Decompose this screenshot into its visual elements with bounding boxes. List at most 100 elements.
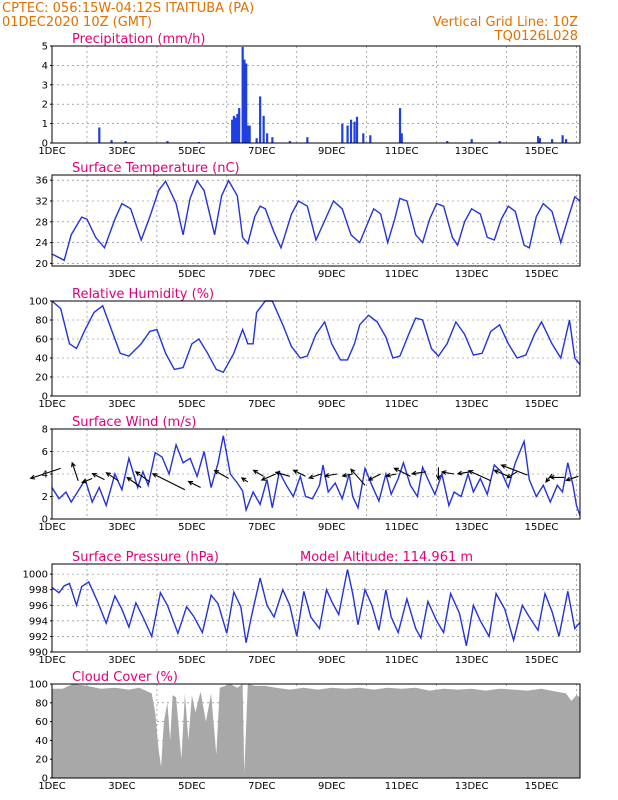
humidity-ytick: 40: [35, 354, 48, 365]
wind-ytick: 0: [42, 515, 48, 526]
cloud-xtick: 7DEC: [248, 781, 275, 792]
humidity-xtick: 11DEC: [385, 399, 419, 410]
pressure-xtick: 11DEC: [385, 655, 419, 666]
temperature-title: Surface Temperature (nC): [72, 161, 240, 176]
pressure-frame: [51, 563, 581, 653]
wind-vector: [545, 473, 553, 484]
cloud-ytick: 100: [29, 680, 48, 691]
precip-title: Precipitation (mm/h): [72, 32, 205, 47]
precip-xtick: 5DEC: [178, 146, 205, 157]
precip-bar: [232, 115, 236, 143]
cloud-ytick: 40: [35, 736, 48, 747]
temperature-xtick: 5DEC: [178, 269, 205, 280]
wind-vector: [456, 470, 470, 476]
pressure-xtick: 7DEC: [248, 655, 275, 666]
precip-bar: [398, 108, 402, 143]
precip-xtick: 13DEC: [455, 146, 489, 157]
temperature-ytick: 24: [35, 238, 48, 249]
pressure-ytick: 990: [29, 648, 48, 659]
wind-xtick: 15DEC: [525, 522, 559, 533]
wind-vector: [549, 474, 565, 480]
pressure-ytick: 1000: [23, 570, 48, 581]
cloud-ytick: 20: [35, 755, 48, 766]
humidity-ytick: 20: [35, 373, 48, 384]
precip-ytick: 3: [42, 80, 48, 91]
wind-vector: [151, 473, 186, 491]
wind-vector: [71, 461, 79, 481]
precip-bar: [255, 138, 258, 143]
precip-xtick: 1DEC: [38, 146, 65, 157]
humidity-xtick: 13DEC: [455, 399, 489, 410]
precip-bar: [400, 133, 403, 143]
wind-vector: [323, 472, 338, 478]
wind-vector: [274, 470, 290, 477]
humidity-xtick: 15DEC: [525, 399, 559, 410]
temperature-ytick: 36: [35, 176, 48, 187]
precip-bar: [362, 133, 365, 143]
pressure-annotation: Model Altitude: 114.961 m: [300, 550, 473, 565]
wind-vector: [393, 467, 411, 477]
temperature-panel: Surface Temperature (nC) 20 24 28 32 36 3DEC 5D…: [35, 161, 581, 280]
humidity-frame: [51, 300, 581, 397]
humidity-ytick: 80: [35, 316, 48, 327]
wind-vector: [105, 472, 119, 482]
precip-bar: [110, 140, 113, 143]
precip-bar: [166, 141, 169, 143]
humidity-ytick: 100: [29, 297, 48, 308]
wind-vector: [307, 473, 322, 480]
precip-bar: [353, 121, 356, 143]
precip-bar: [236, 113, 239, 143]
cloud-area: [52, 684, 580, 778]
precip-bar: [446, 141, 449, 143]
precip-bar: [124, 141, 127, 143]
cloud-xtick: 1DEC: [38, 781, 65, 792]
precip-bar: [565, 139, 568, 143]
wind-vector: [410, 470, 427, 476]
wind-vector: [252, 469, 264, 477]
cloud-ytick: 0: [42, 774, 48, 785]
wind-xtick: 5DEC: [178, 522, 205, 533]
precip-bar: [248, 125, 251, 143]
temperature-xtick: 7DEC: [248, 269, 275, 280]
humidity-xtick: 5DEC: [178, 399, 205, 410]
wind-vector: [126, 476, 142, 488]
wind-xtick: 7DEC: [248, 522, 275, 533]
humidity-xtick: 3DEC: [108, 399, 135, 410]
temperature-line: [51, 179, 581, 262]
wind-xtick: 1DEC: [38, 522, 65, 533]
pressure-xtick: 1DEC: [38, 655, 65, 666]
precip-panel: Precipitation (mm/h) 0 1 2 3 4 5 1DEC 3DEC 5DEC 7D…: [38, 32, 581, 157]
precip-bar: [266, 133, 269, 143]
precip-bar: [98, 127, 101, 143]
cloud-xtick: 11DEC: [385, 781, 419, 792]
temperature-ytick: 32: [35, 197, 48, 208]
wind-vector: [493, 469, 509, 477]
wind-vector: [435, 467, 441, 481]
precip-frame: [51, 45, 581, 144]
temperature-xtick: 15DEC: [525, 269, 559, 280]
cloud-xtick: 5DEC: [178, 781, 205, 792]
temperature-xtick: 11DEC: [385, 269, 419, 280]
precip-bar: [369, 135, 372, 143]
pressure-ytick: 994: [29, 616, 48, 627]
pressure-xtick: 15DEC: [525, 655, 559, 666]
wind-vector: [385, 472, 397, 478]
wind-panel: Surface Wind (m/s) 0 2 4 6 8 1DEC 3DEC 5DEC 7DEC 9…: [29, 415, 581, 533]
temperature-xtick: 3DEC: [108, 269, 135, 280]
pressure-title: Surface Pressure (hPa): [72, 550, 219, 565]
wind-vector: [506, 471, 518, 479]
precip-bar: [538, 138, 541, 143]
temperature-frame: [51, 174, 581, 267]
wind-vector: [500, 464, 528, 476]
humidity-ytick: 0: [42, 392, 48, 403]
wind-xtick: 3DEC: [108, 522, 135, 533]
humidity-line: [51, 300, 581, 374]
precip-bar: [262, 115, 265, 143]
precip-xtick: 15DEC: [525, 146, 559, 157]
humidity-xtick: 9DEC: [318, 399, 345, 410]
pressure-panel: Surface Pressure (hPa) Model Altitude: 11…: [23, 550, 581, 666]
precip-ytick: 2: [42, 100, 48, 111]
humidity-panel: Relative Humidity (%) 0 20 40 60 80 100 1DEC 3DE…: [29, 287, 581, 410]
wind-vector: [565, 475, 579, 482]
